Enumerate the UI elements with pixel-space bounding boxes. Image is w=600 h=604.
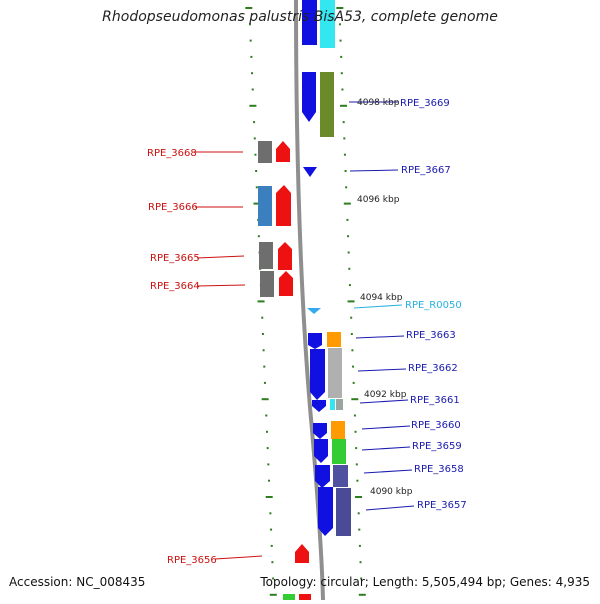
gene-block[interactable]	[328, 348, 342, 398]
map-title: Rhodopseudomonas palustris BisA53, compl…	[102, 9, 498, 25]
gene-arrow[interactable]	[312, 400, 326, 412]
gene-block[interactable]	[333, 465, 348, 487]
gene-block[interactable]	[336, 399, 343, 410]
gene-arrow[interactable]	[318, 487, 333, 536]
trna-marker[interactable]	[307, 308, 321, 314]
scale-label: 4092 kbp	[364, 390, 407, 400]
gene-arrow[interactable]	[279, 271, 293, 296]
gene-label-rpe-3665[interactable]: RPE_3665	[150, 253, 200, 264]
gene-label-rpe-3661[interactable]: RPE_3661	[410, 395, 460, 406]
gene-arrow[interactable]	[310, 349, 325, 400]
gene-label-rpe-3664[interactable]: RPE_3664	[150, 281, 200, 292]
genome-backbone	[294, 0, 325, 601]
accession-text: Accession: NC_008435	[9, 575, 146, 589]
gene-block[interactable]	[320, 0, 335, 48]
leader-lines	[194, 101, 415, 560]
gene-label-rpe-3667[interactable]: RPE_3667	[401, 165, 451, 176]
gene-block[interactable]	[259, 242, 273, 269]
scale-label: 4096 kbp	[357, 195, 400, 205]
gene-label-rpe-3659[interactable]: RPE_3659	[412, 441, 462, 452]
gene-arrow[interactable]	[314, 439, 328, 463]
gene-arrow[interactable]	[295, 544, 309, 563]
gene-block[interactable]	[283, 594, 295, 600]
topology-text: Topology: circular; Length: 5,505,494 bp…	[260, 575, 590, 589]
gene-label-rpe-3666[interactable]: RPE_3666	[148, 202, 198, 213]
gene-arrow[interactable]	[315, 465, 330, 488]
gene-block[interactable]	[302, 0, 317, 45]
gene-label-rpe-3657[interactable]: RPE_3657	[417, 500, 467, 511]
gene-arrow[interactable]	[313, 423, 327, 439]
gene-block[interactable]	[330, 399, 335, 410]
gene-arrow[interactable]	[278, 242, 292, 270]
gene-block[interactable]	[258, 186, 272, 226]
gene-label-rpe-3662[interactable]: RPE_3662	[408, 363, 458, 374]
gene-block[interactable]	[299, 594, 311, 600]
scale-label: 4090 kbp	[370, 487, 413, 497]
left-tick-guide	[245, 7, 277, 596]
gene-label-rpe-r0050[interactable]: RPE_R0050	[405, 300, 462, 311]
scale-label: 4098 kbp	[357, 98, 400, 108]
gene-arrow[interactable]	[302, 72, 316, 122]
gene-block[interactable]	[331, 421, 345, 439]
gene-label-rpe-3668[interactable]: RPE_3668	[147, 148, 197, 159]
gene-block[interactable]	[258, 141, 272, 163]
right-tick-guide	[336, 7, 366, 596]
gene-label-rpe-3663[interactable]: RPE_3663	[406, 330, 456, 341]
gene-arrow[interactable]	[276, 185, 291, 226]
gene-block[interactable]	[332, 439, 346, 464]
gene-block[interactable]	[327, 332, 341, 347]
gene-label-rpe-3658[interactable]: RPE_3658	[414, 464, 464, 475]
gene-arrow[interactable]	[303, 167, 317, 177]
gene-block[interactable]	[320, 72, 334, 137]
gene-label-rpe-3660[interactable]: RPE_3660	[411, 420, 461, 431]
gene-arrow[interactable]	[308, 333, 322, 349]
gene-block[interactable]	[260, 271, 274, 297]
scale-label: 4094 kbp	[360, 293, 403, 303]
gene-label-rpe-3669[interactable]: RPE_3669	[400, 98, 450, 109]
gene-arrow[interactable]	[276, 141, 290, 162]
gene-block[interactable]	[336, 488, 351, 536]
gene-label-rpe-3656[interactable]: RPE_3656	[167, 555, 217, 566]
